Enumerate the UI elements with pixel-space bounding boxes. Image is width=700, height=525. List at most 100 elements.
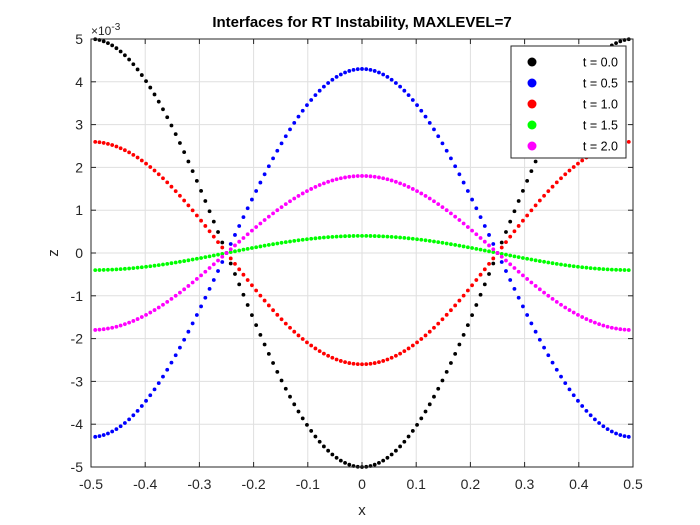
data-point	[406, 185, 411, 189]
data-point	[580, 315, 585, 319]
data-point	[457, 342, 462, 347]
data-point	[461, 221, 466, 226]
data-point	[266, 303, 271, 308]
data-point	[512, 209, 517, 214]
data-point	[571, 393, 576, 398]
data-point	[554, 299, 559, 304]
data-point	[321, 84, 326, 89]
data-point	[131, 152, 136, 157]
data-point	[516, 269, 521, 274]
data-point	[156, 99, 161, 104]
data-point	[237, 224, 242, 228]
data-point	[237, 267, 242, 272]
x-tick-label: 0.2	[461, 476, 481, 492]
data-point	[525, 313, 530, 317]
data-point	[347, 361, 352, 365]
data-point	[427, 238, 432, 243]
data-point	[271, 361, 275, 365]
data-point	[330, 234, 335, 239]
data-point	[529, 321, 534, 326]
data-point	[114, 427, 119, 432]
data-point	[173, 260, 178, 265]
data-point	[190, 321, 195, 326]
data-point	[491, 256, 496, 261]
data-point	[114, 267, 119, 272]
data-point	[300, 416, 305, 421]
data-point	[182, 259, 187, 263]
data-point	[588, 319, 593, 323]
data-point	[474, 232, 479, 237]
data-point	[516, 224, 521, 228]
data-point	[626, 434, 631, 439]
data-point	[508, 219, 513, 224]
data-point	[351, 67, 356, 72]
data-point	[173, 132, 178, 137]
data-point	[343, 360, 347, 365]
data-point	[182, 198, 187, 203]
data-point	[601, 424, 606, 429]
data-point	[139, 73, 144, 77]
data-point	[402, 236, 407, 240]
data-point	[245, 303, 250, 307]
data-point	[101, 327, 106, 332]
data-point	[106, 326, 110, 331]
data-point	[537, 198, 542, 203]
data-point	[436, 386, 441, 391]
data-point	[114, 324, 119, 329]
data-point	[203, 269, 208, 274]
data-point	[173, 189, 178, 194]
data-point	[321, 235, 326, 240]
data-point	[139, 158, 144, 163]
data-point	[122, 53, 127, 58]
data-point	[550, 360, 555, 365]
data-point	[169, 360, 174, 365]
data-point	[622, 327, 627, 332]
data-point	[576, 264, 580, 269]
data-point	[385, 234, 390, 239]
data-point	[144, 398, 148, 403]
data-point	[525, 179, 530, 183]
data-point	[554, 261, 559, 266]
data-point	[110, 325, 115, 330]
data-point	[173, 353, 178, 358]
data-point	[313, 346, 318, 351]
data-point	[559, 176, 563, 181]
data-point	[487, 243, 491, 248]
data-point	[478, 272, 483, 277]
data-point	[330, 77, 335, 82]
data-point	[309, 236, 314, 241]
data-point	[313, 434, 318, 439]
data-point	[533, 258, 538, 263]
data-point	[419, 416, 424, 421]
data-point	[296, 238, 301, 243]
data-point	[152, 308, 157, 312]
data-point	[178, 259, 182, 264]
data-point	[618, 327, 623, 332]
data-point	[487, 262, 491, 266]
data-point	[258, 332, 263, 337]
data-point	[415, 340, 419, 345]
data-point	[118, 323, 123, 328]
data-point	[250, 246, 254, 250]
data-point	[283, 386, 288, 391]
data-point	[127, 150, 132, 155]
data-point	[482, 282, 487, 287]
data-point	[499, 251, 504, 256]
data-point	[169, 123, 174, 128]
data-point	[457, 172, 462, 177]
data-point	[207, 287, 212, 291]
x-tick-label: 0.4	[569, 476, 589, 492]
data-point	[398, 235, 403, 240]
data-point	[262, 218, 267, 222]
data-point	[546, 293, 551, 298]
data-point	[305, 422, 309, 427]
data-point	[398, 444, 403, 449]
data-point	[106, 431, 110, 436]
legend-label: t = 1.5	[583, 119, 618, 133]
data-point	[457, 243, 462, 248]
data-point	[444, 208, 449, 213]
data-point	[199, 273, 203, 278]
data-point	[351, 361, 356, 366]
data-point	[122, 421, 127, 425]
